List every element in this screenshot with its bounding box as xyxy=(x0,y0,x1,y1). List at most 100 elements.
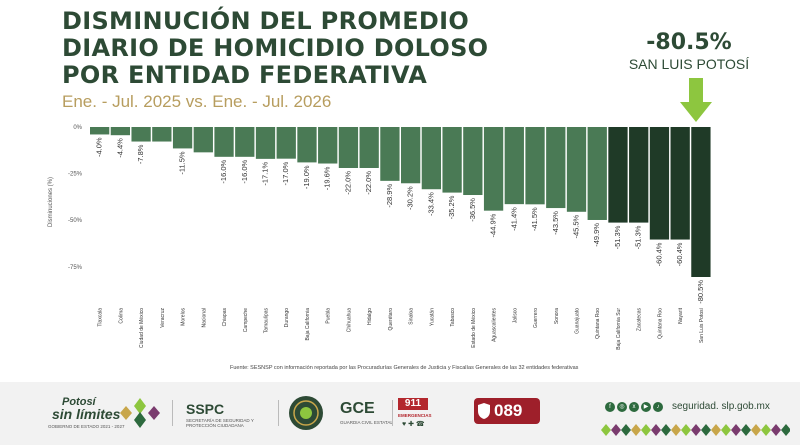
data-label: -19.6% xyxy=(323,166,332,190)
x-tick-label: Tamaulipas xyxy=(264,308,270,334)
website-link[interactable]: seguridad. slp.gob.mx xyxy=(672,401,770,412)
potosi-emblem-icon xyxy=(120,398,160,428)
highlight-value: -80.5% xyxy=(646,30,732,55)
x-tick-label: Guanajuato xyxy=(575,308,581,334)
pattern-diamond xyxy=(721,424,731,436)
x-tick-label: Puebla xyxy=(326,308,332,324)
potosi-logo-line2: sin límites xyxy=(52,406,121,422)
x-tick-label: Hidalgo xyxy=(367,308,373,325)
x-tick-label: Baja California xyxy=(305,308,311,341)
x-tick-label: Chiapas xyxy=(222,308,228,327)
data-label: -36.5% xyxy=(468,198,477,222)
bar xyxy=(193,127,213,153)
x-tick-label: Morelos xyxy=(181,308,187,326)
bar-chart: Disminuciones (%) 0% -25% -50% -75% -4.0% Tlax… xyxy=(48,125,711,350)
youtube-icon[interactable]: ▶ xyxy=(641,402,651,412)
x-tick-label: Durango xyxy=(284,308,290,327)
x-tick-label: Aguascalientes xyxy=(492,308,498,342)
data-label: -44.9% xyxy=(489,213,498,237)
x-tick-label: Colima xyxy=(118,308,124,324)
pattern-diamond xyxy=(621,424,631,436)
pattern-diamond xyxy=(781,424,790,436)
x-tick-label: Ciudad de México xyxy=(139,308,145,348)
data-label: -17.0% xyxy=(281,161,290,185)
page-subtitle: Ene. - Jul. 2025 vs. Ene. - Jul. 2026 xyxy=(62,92,332,111)
x-tick-label: Campeche xyxy=(243,308,249,332)
data-label: -7.8% xyxy=(136,144,145,164)
bar xyxy=(338,127,359,168)
bar xyxy=(172,127,193,149)
sspc-logo: SSPC xyxy=(186,401,225,417)
y-tick-label: -75% xyxy=(68,265,83,271)
x-tick-label: Tabasco xyxy=(450,308,456,327)
badge-089-text: 089 xyxy=(494,401,523,420)
bar xyxy=(235,127,255,157)
bar xyxy=(359,127,379,168)
title-line-3: POR ENTIDAD FEDERATIVA xyxy=(62,61,428,89)
bar xyxy=(110,127,131,136)
pattern-diamond xyxy=(651,424,661,436)
instagram-icon[interactable]: ◎ xyxy=(617,402,627,412)
x-tick-label: Yucatán xyxy=(429,308,435,326)
data-label: -11.5% xyxy=(178,151,187,175)
data-label: -43.5% xyxy=(551,211,560,235)
bar xyxy=(483,127,504,211)
data-label: -60.4% xyxy=(675,242,684,266)
bar xyxy=(401,127,421,184)
bar xyxy=(90,127,110,135)
pattern-diamond xyxy=(691,424,701,436)
badge-911-icons: ♥ ✚ ☎ xyxy=(402,421,425,428)
x-tick-label: Sinaloa xyxy=(409,308,415,325)
bar xyxy=(504,127,524,205)
bar xyxy=(318,127,338,164)
badge-089: 089 xyxy=(474,398,540,424)
bar xyxy=(566,127,587,212)
data-label: -22.0% xyxy=(364,171,373,195)
data-label: -33.4% xyxy=(426,192,435,216)
potosi-logo-line1: Potosí xyxy=(62,396,96,408)
data-label: -60.4% xyxy=(654,242,663,266)
pattern-diamond xyxy=(661,424,671,436)
data-label: -30.2% xyxy=(406,186,415,210)
pattern-diamond xyxy=(751,424,761,436)
x-tick-label: Jalisco xyxy=(512,308,518,324)
bar xyxy=(691,127,711,277)
data-label: -80.5% xyxy=(696,280,705,304)
x-tick-label: Querétaro xyxy=(388,308,394,331)
data-label: -41.4% xyxy=(509,207,518,231)
data-label: -19.0% xyxy=(302,165,311,189)
gce-logo-sub: GUARDIA CIVIL ESTATAL xyxy=(340,420,393,425)
bar xyxy=(297,127,317,163)
x-tick-label: Sonora xyxy=(554,308,560,324)
x-tick-label: Quintana Roo xyxy=(657,308,663,339)
pattern-diamond xyxy=(681,424,691,436)
data-label: -35.2% xyxy=(447,195,456,219)
x-tick-label: Quintana Roo xyxy=(595,308,601,339)
tiktok-icon[interactable]: ♪ xyxy=(653,402,663,412)
bar xyxy=(131,127,151,142)
pattern-diamond xyxy=(701,424,711,436)
title-line-2: DIARIO DE HOMICIDIO DOLOSO xyxy=(62,34,489,62)
x-icon[interactable]: x xyxy=(629,402,639,412)
bar xyxy=(670,127,690,240)
highlight-label: SAN LUIS POTOSÍ xyxy=(628,56,750,72)
x-tick-label: Nacional xyxy=(201,308,207,327)
potosi-logo-line3: GOBIERNO DE ESTADO 2021 - 2027 xyxy=(48,424,125,429)
bar xyxy=(608,127,628,223)
x-tick-label: Zacatecas xyxy=(637,308,643,332)
badge-911-sub: EMERGENCIAS xyxy=(398,413,432,418)
data-label: -41.5% xyxy=(530,207,539,231)
pattern-diamond xyxy=(761,424,771,436)
x-tick-label: San Luis Potosí xyxy=(699,307,705,343)
bar xyxy=(214,127,234,157)
x-tick-label: Tlaxcala xyxy=(98,308,104,327)
decorative-pattern xyxy=(601,424,790,436)
data-label: -16.0% xyxy=(240,159,249,183)
bar xyxy=(421,127,442,190)
y-tick-label: 0% xyxy=(73,125,82,131)
facebook-icon[interactable]: f xyxy=(605,402,615,412)
pattern-diamond xyxy=(731,424,741,436)
data-label: -45.5% xyxy=(572,214,581,238)
bar xyxy=(152,127,172,142)
bar xyxy=(546,127,566,209)
